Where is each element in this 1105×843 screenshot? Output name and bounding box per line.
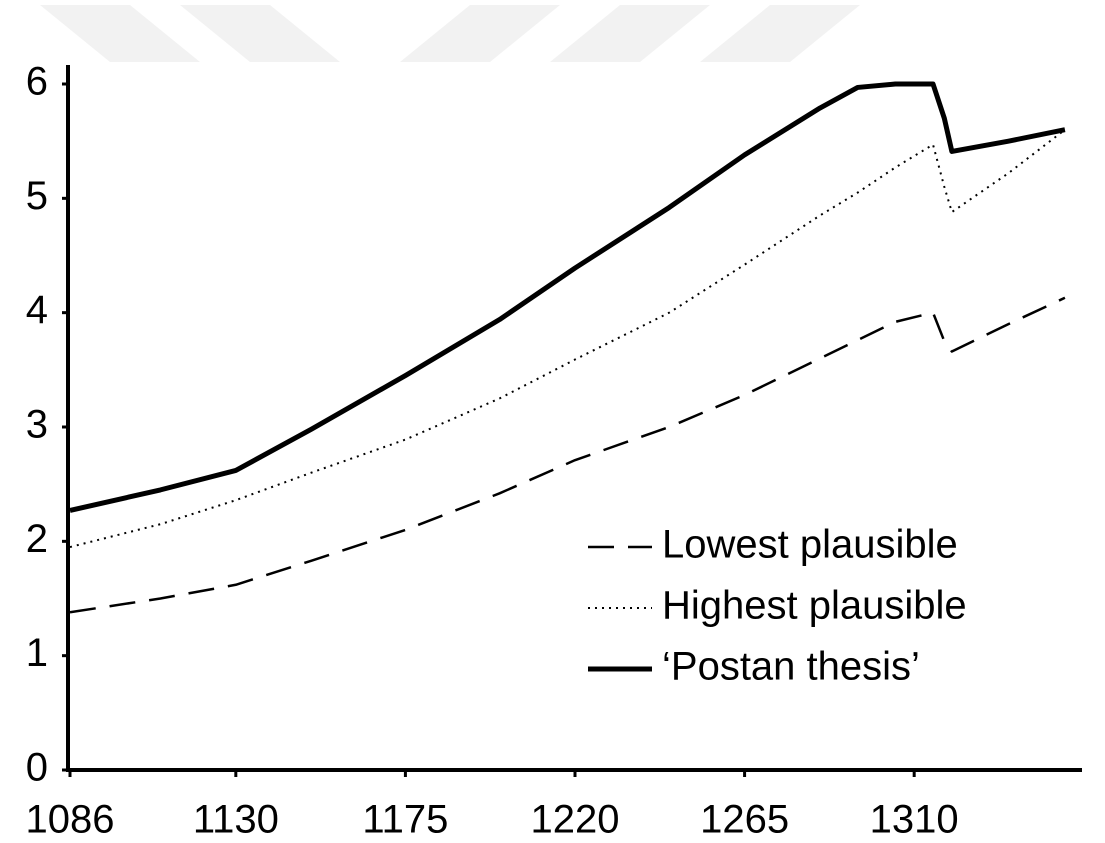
- x-tick-label: 1086: [26, 798, 115, 842]
- y-tick-label: 1: [26, 631, 48, 675]
- x-tick-label: 1130: [193, 798, 279, 842]
- y-tick-label: 5: [26, 174, 48, 218]
- line-series: [69, 128, 1066, 549]
- legend-label: ‘Postan thesis’: [662, 645, 920, 689]
- legend-label: Lowest plausible: [662, 523, 958, 567]
- watermark: [40, 5, 860, 62]
- y-tick-label: 6: [26, 60, 48, 104]
- y-tick-label: 3: [26, 403, 48, 447]
- y-tick-label: 4: [26, 288, 48, 332]
- line-series: [69, 81, 1066, 513]
- line-series: [69, 296, 1066, 614]
- y-tick-label: 0: [26, 746, 48, 790]
- x-tick-label: 1310: [870, 798, 959, 842]
- x-tick-label: 1265: [700, 798, 789, 842]
- y-tick-label: 2: [26, 517, 48, 561]
- legend-label: Highest plausible: [662, 584, 967, 628]
- x-tick-label: 1220: [531, 798, 620, 842]
- x-tick-label: 1175: [362, 798, 448, 842]
